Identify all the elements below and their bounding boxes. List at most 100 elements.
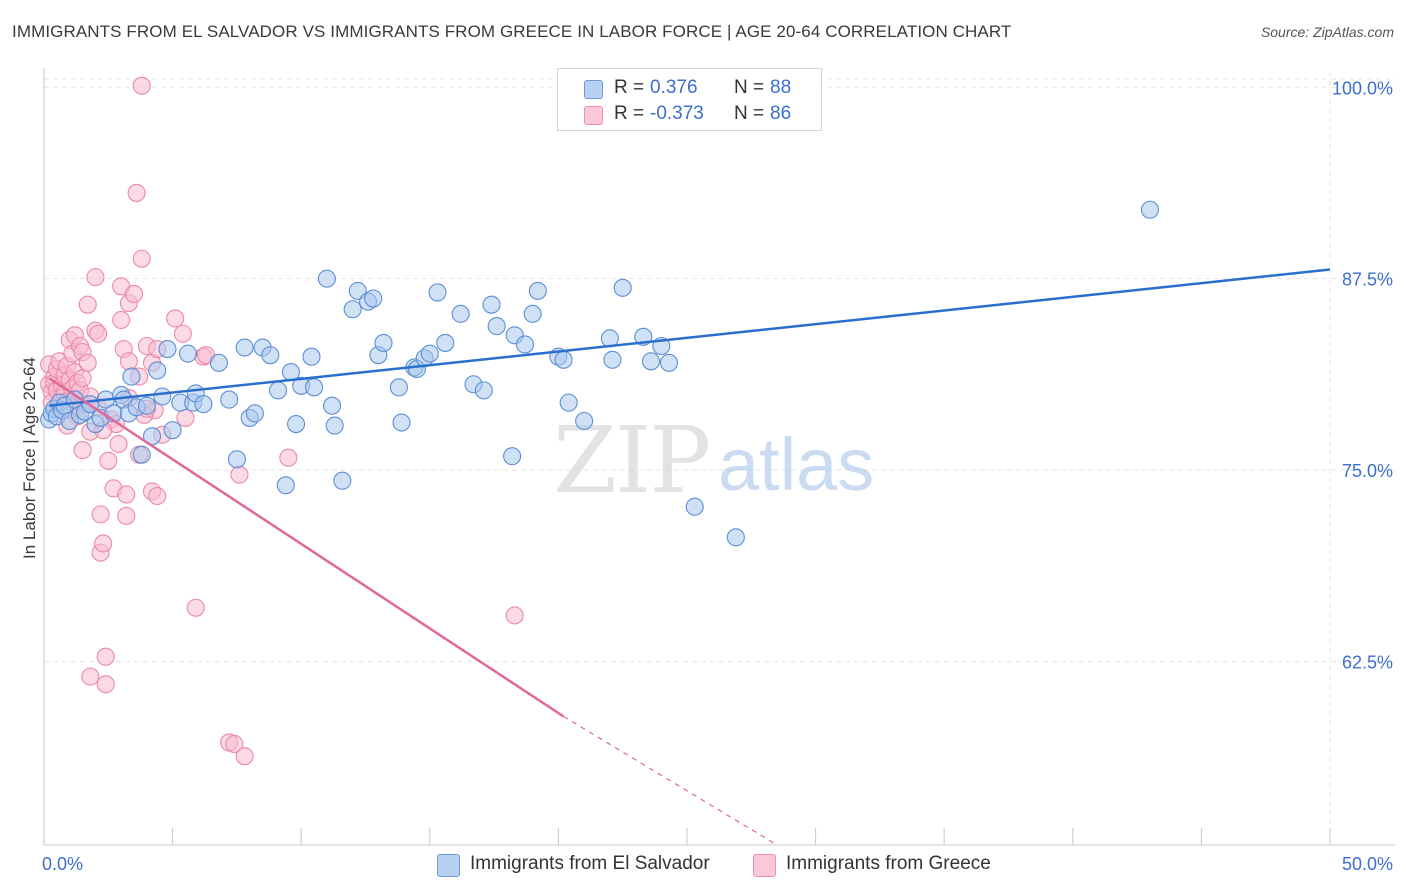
greece-point [132,76,151,95]
greece-point [166,309,185,328]
el-salvador-point [428,283,447,302]
el-salvador-point [227,450,246,469]
y-tick-label: 62.5% [1342,652,1393,672]
greece-point [109,434,128,454]
greece-point [117,506,136,525]
grid-lines [44,72,1395,845]
el-salvador-point [603,350,622,369]
greece-point [173,324,192,343]
y-axis-label: In Labor Force | Age 20-64 [20,357,39,559]
el-salvador-point [132,445,151,464]
r-label: R = [614,103,645,124]
trend-lines [48,268,1331,846]
el-salvador-point [209,353,228,372]
el-salvador-point [287,415,306,434]
el-salvador-point [451,304,470,323]
greece-trend-extension [563,715,778,846]
el-salvador-point [343,300,362,319]
greece-point [132,249,151,268]
legend-label-el-salvador: Immigrants from El Salvador [470,853,710,874]
greece-trend-line [48,377,565,718]
x-tick-label: 50.0% [1342,854,1393,874]
greece-point [186,598,205,617]
el-salvador-point [269,381,288,400]
greece-point [78,353,97,372]
el-salvador-point [726,528,745,547]
el-salvador-point [261,346,280,365]
greece-point [73,369,92,388]
el-salvador-point [554,350,573,369]
y-tick-label: 100.0% [1332,78,1393,98]
x-tick-label: 0.0% [42,854,83,874]
r-label: R = [614,77,645,98]
greece-point [176,408,195,427]
greece-point [99,451,118,470]
r-value: 0.376 [650,77,698,98]
x-tick-labels: 0.0% 50.0% [42,854,1393,874]
greece-point [230,465,249,484]
y-tick-label: 87.5% [1342,270,1393,290]
el-salvador-point [436,333,455,352]
el-salvador-trend-line [49,268,1331,407]
greece-point [112,310,131,330]
series-el-salvador-points [40,200,1160,547]
greece-point [225,734,244,754]
watermark: ZIP atlas [553,407,874,514]
el-salvador-point [325,416,344,435]
el-salvador-point [685,497,704,516]
el-salvador-point [122,367,141,386]
el-salvador-point [163,421,182,440]
el-salvador-point [523,304,542,323]
el-salvador-point [235,338,254,357]
greece-point [78,295,97,314]
r-value: -0.373 [650,103,704,124]
el-salvador-point [153,387,172,406]
el-salvador-point [220,390,239,409]
greece-point [119,352,138,371]
el-salvador-point [659,353,679,372]
el-salvador-point [276,476,295,495]
el-salvador-point [333,471,352,490]
el-salvador-point [392,413,411,432]
greece-point [73,441,92,460]
el-salvador-point [641,352,661,371]
stats-legend: R = 0.376 N = 88 R = -0.373 N = 86 [557,68,822,131]
el-salvador-point [389,378,408,397]
y-tick-labels: 62.5% 75.0% 87.5% 100.0% [1332,78,1393,672]
el-salvador-point [474,381,493,400]
el-salvador-point [364,289,383,308]
greece-point [127,183,146,202]
swatch-greece [584,106,603,125]
el-salvador-point [575,411,594,431]
greece-point [235,747,254,766]
n-label: N = [734,103,765,124]
n-label: N = [734,77,765,98]
legend-swatch-el-salvador [437,854,460,877]
el-salvador-point [317,269,336,288]
greece-point [81,667,100,686]
el-salvador-point [1140,200,1160,219]
el-salvador-point [482,295,501,314]
el-salvador-point [515,335,535,354]
greece-point [279,448,298,467]
greece-point [117,485,136,504]
chart-title: IMMIGRANTS FROM EL SALVADOR VS IMMIGRANT… [12,22,1012,41]
swatch-el-salvador [584,80,603,99]
legend-swatch-greece [753,854,776,877]
el-salvador-point [559,393,578,412]
el-salvador-point [503,447,522,466]
greece-point [91,505,110,524]
greece-point [94,534,113,553]
el-salvador-point [302,347,321,366]
y-tick-label: 75.0% [1342,461,1393,481]
greece-point [505,606,524,625]
el-salvador-point [137,396,156,415]
el-salvador-point [613,278,632,297]
greece-point [96,647,115,666]
n-value: 86 [770,103,792,124]
el-salvador-point [487,317,506,336]
legend-label-greece: Immigrants from Greece [786,853,991,874]
el-salvador-point [374,333,393,352]
n-value: 88 [770,77,792,98]
